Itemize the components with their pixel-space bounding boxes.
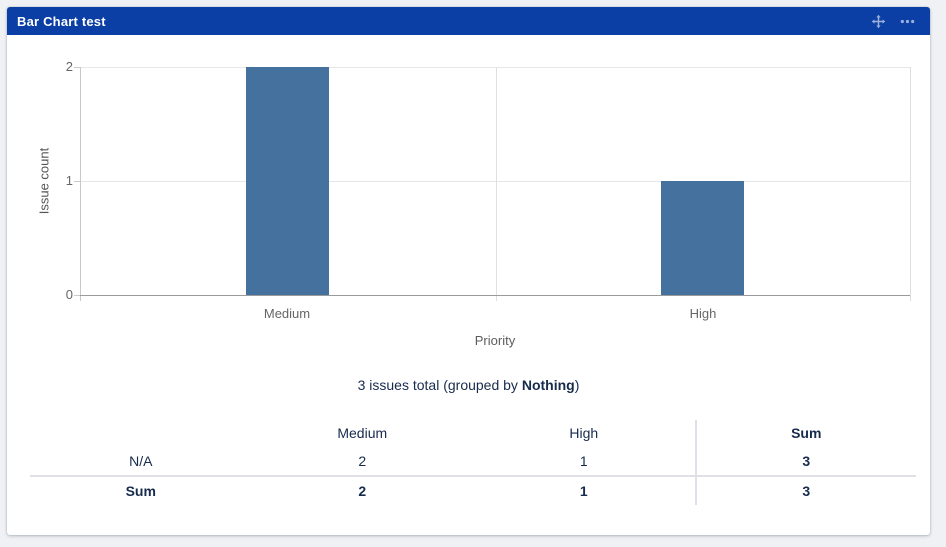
table-header-empty xyxy=(30,420,252,446)
table-row-label: Sum xyxy=(30,475,252,505)
summary-group-by: Nothing xyxy=(521,377,575,393)
bar-high[interactable] xyxy=(661,181,744,295)
bar-chart-gadget: Bar Chart test xyxy=(7,7,930,535)
y-tick-0 xyxy=(74,295,80,296)
gridline-y2 xyxy=(80,67,910,68)
issues-summary: 3 issues total (grouped by Nothing) xyxy=(7,375,930,395)
category-label-high: High xyxy=(689,306,717,321)
gridline-category-divider xyxy=(496,67,497,301)
table-cell: 1 xyxy=(579,452,588,469)
y-axis-title: Issue count xyxy=(36,147,52,215)
summary-prefix: 3 issues total (grouped by xyxy=(357,377,522,393)
table-cell: 1 xyxy=(473,475,695,505)
summary-suffix: ) xyxy=(574,377,580,393)
results-table: Medium High Sum N/A 2 1 3 Sum 2 1 3 xyxy=(30,420,916,505)
ellipsis-icon[interactable] xyxy=(897,12,918,31)
gadget-header: Bar Chart test xyxy=(7,7,930,35)
y-axis-line xyxy=(80,67,81,301)
table-header-sum: Sum xyxy=(694,420,917,446)
table-cell: 2 xyxy=(251,475,473,505)
move-icon[interactable] xyxy=(869,12,888,31)
table-header-high: High xyxy=(569,425,599,441)
bar-medium[interactable] xyxy=(246,67,329,295)
move-icon-glyph xyxy=(871,14,886,28)
table-cell-sum: 3 xyxy=(694,475,916,505)
y-tick-label-2: 2 xyxy=(65,59,73,74)
y-tick-label-1: 1 xyxy=(65,173,73,188)
x-axis-line xyxy=(80,295,910,296)
plot-right-border xyxy=(910,67,911,301)
y-tick-2 xyxy=(74,67,80,68)
ellipsis-icon-glyph xyxy=(900,19,915,23)
gadget-title: Bar Chart test xyxy=(17,13,106,29)
y-tick-1 xyxy=(74,181,80,182)
table-cell-sum: 3 xyxy=(694,446,917,475)
table-row-label: N/A xyxy=(129,452,153,469)
table-cell: 2 xyxy=(358,452,367,469)
gridline-y1 xyxy=(80,181,910,182)
x-axis-title: Priority xyxy=(474,333,516,348)
category-label-medium: Medium xyxy=(263,306,311,321)
table-header-medium: Medium xyxy=(337,425,388,441)
y-tick-label-0: 0 xyxy=(65,287,73,302)
